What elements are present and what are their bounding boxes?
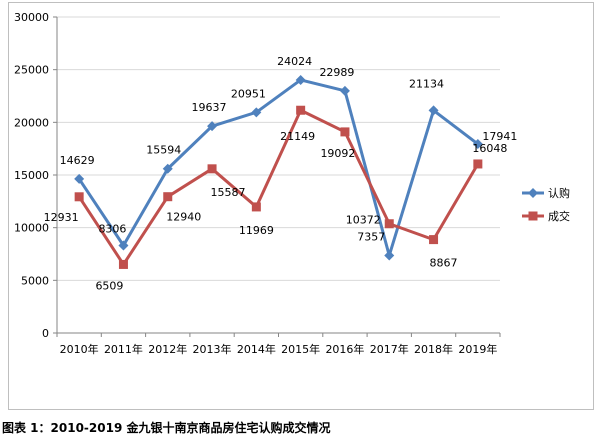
- data-point: [118, 259, 128, 269]
- legend-marker: [528, 188, 538, 198]
- data-point: [74, 192, 84, 202]
- series-line-2: [77, 108, 480, 266]
- y-tick-label: 10000: [14, 222, 49, 235]
- x-tick-label: 2016年: [325, 342, 364, 356]
- legend-label: 成交: [548, 209, 570, 223]
- y-tick-label: 5000: [21, 274, 49, 287]
- data-label: 19637: [192, 101, 227, 114]
- data-point: [251, 107, 262, 118]
- data-label: 11969: [239, 224, 274, 237]
- data-point: [428, 105, 439, 116]
- x-tick-label: 2012年: [148, 342, 187, 356]
- data-point: [163, 192, 173, 202]
- y-tick-label: 25000: [14, 64, 49, 77]
- data-label: 16048: [472, 142, 507, 155]
- data-point: [340, 127, 350, 137]
- data-label: 7357: [357, 231, 385, 244]
- data-label: 8306: [98, 223, 126, 236]
- x-tick-label: 2010年: [60, 342, 99, 356]
- data-label: 19092: [320, 147, 355, 160]
- data-point: [473, 159, 483, 169]
- data-label: 10372: [346, 214, 381, 227]
- figure-caption: 图表 1：2010-2019 金九银十南京商品房住宅认购成交情况: [2, 421, 331, 435]
- data-point: [118, 240, 129, 251]
- legend-label: 认购: [548, 186, 570, 200]
- data-point: [207, 121, 218, 132]
- data-point: [339, 85, 350, 96]
- x-tick-label: 2011年: [104, 342, 143, 356]
- data-label: 24024: [277, 55, 312, 68]
- data-label: 17941: [482, 130, 517, 143]
- legend-marker: [528, 211, 538, 221]
- data-point: [207, 164, 217, 174]
- data-label: 22989: [319, 66, 354, 79]
- x-tick-label: 2019年: [458, 342, 497, 356]
- data-label: 6509: [95, 279, 123, 292]
- data-label: 12931: [44, 211, 79, 224]
- data-point: [429, 235, 439, 245]
- data-point: [472, 139, 483, 150]
- data-label: 8867: [430, 257, 458, 270]
- data-label: 15594: [146, 144, 181, 157]
- data-point: [74, 173, 85, 184]
- data-point: [384, 250, 395, 261]
- data-point: [295, 74, 306, 85]
- data-label: 21149: [280, 130, 315, 143]
- x-tick-label: 2018年: [414, 342, 453, 356]
- y-tick-label: 20000: [14, 116, 49, 129]
- data-point: [251, 202, 261, 212]
- data-label: 12940: [166, 211, 201, 224]
- y-tick-label: 0: [42, 327, 49, 340]
- x-tick-label: 2013年: [193, 342, 232, 356]
- data-point: [384, 219, 394, 229]
- data-point: [296, 105, 306, 115]
- data-point: [162, 163, 173, 174]
- data-label: 14629: [60, 154, 95, 167]
- y-tick-label: 15000: [14, 169, 49, 182]
- y-tick-label: 30000: [14, 11, 49, 24]
- x-tick-label: 2017年: [370, 342, 409, 356]
- x-tick-label: 2014年: [237, 342, 276, 356]
- x-tick-label: 2015年: [281, 342, 320, 356]
- series-line-1: [77, 78, 479, 258]
- line-chart: 0 5000 10000 15000 20000 25000 30000 2010年 2011年…: [14, 11, 570, 356]
- data-label: 21134: [409, 77, 444, 90]
- data-label: 20951: [231, 87, 266, 100]
- data-label: 15587: [211, 186, 246, 199]
